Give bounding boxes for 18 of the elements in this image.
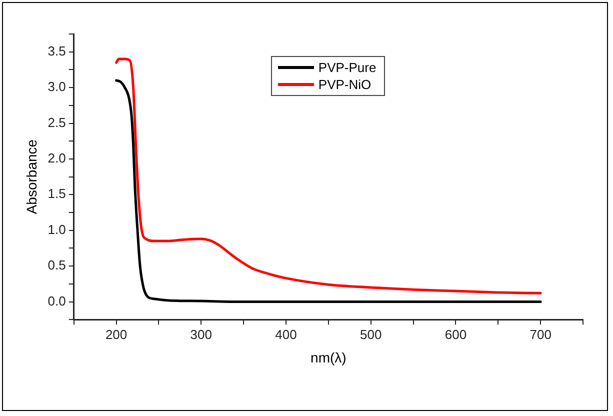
y-tick-label: 3.5 — [48, 43, 66, 58]
x-tick-label: 200 — [105, 326, 128, 342]
x-tick-label: 300 — [190, 326, 212, 342]
x-tick-label: 600 — [444, 326, 467, 342]
legend-label: PVP-Pure — [318, 60, 376, 75]
y-tick-label: 2.5 — [48, 114, 66, 130]
x-tick-label: 400 — [275, 326, 297, 342]
x-tick-label: 700 — [530, 326, 552, 342]
y-tick-label: 1.0 — [48, 222, 66, 237]
y-tick-label: 1.5 — [48, 186, 66, 202]
y-tick-label: 3.0 — [48, 79, 66, 94]
x-tick-label: 500 — [360, 326, 382, 342]
x-axis-title: nm(λ) — [310, 349, 346, 366]
y-tick-label: 2.0 — [48, 150, 66, 166]
y-tick-label: 0.0 — [48, 293, 66, 308]
legend-label: PVP-NiO — [318, 77, 372, 92]
y-axis-title: Absorbance — [23, 139, 40, 214]
y-tick-label: 0.5 — [48, 258, 66, 273]
